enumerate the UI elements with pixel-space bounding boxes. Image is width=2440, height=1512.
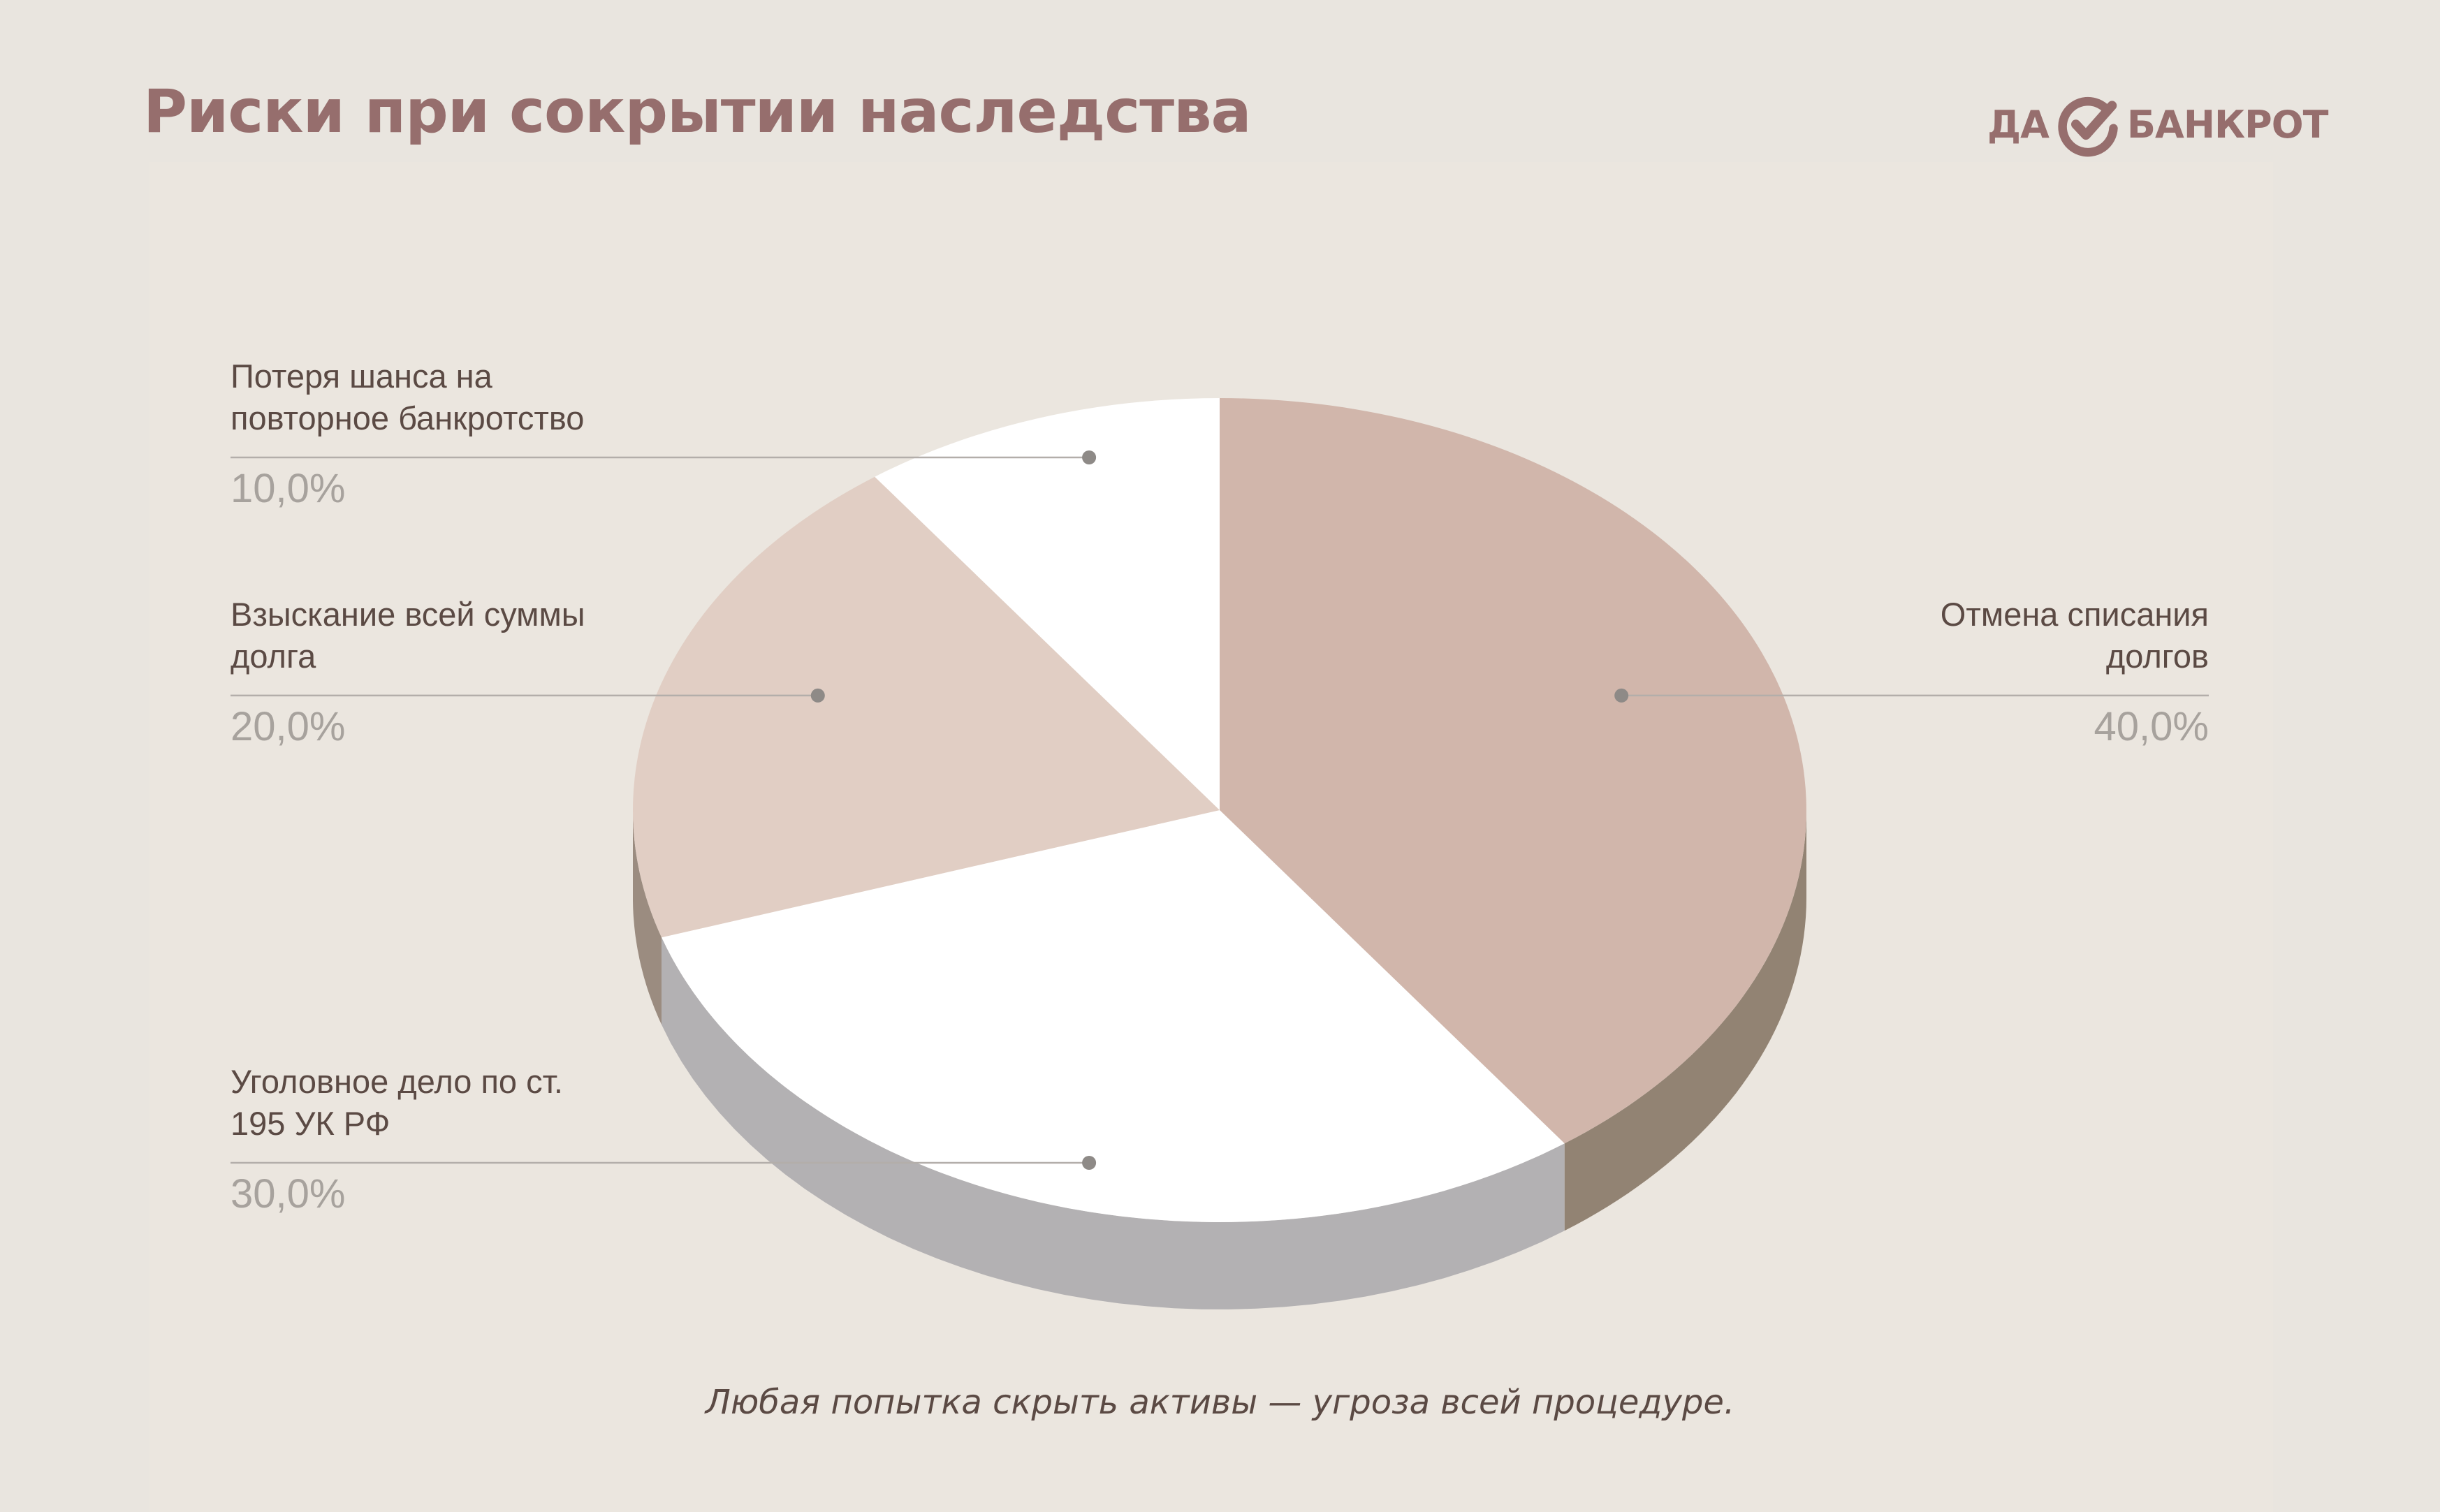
- pie-slice-side-3: [633, 810, 662, 1025]
- pie-slice-side-1: [1564, 810, 1806, 1231]
- slice-label-3: Взыскание всей суммы долга 20,0%: [231, 594, 719, 750]
- leader-dot-3: [810, 688, 825, 703]
- slice-label-name: Взыскание всей суммы долга: [231, 594, 719, 677]
- pie-slice-1: [1220, 398, 1806, 1144]
- slice-value-label: 30,0%: [231, 1171, 346, 1217]
- page-title: Риски при сокрытии наследства: [143, 77, 1252, 147]
- leader-dot-1: [1614, 688, 1629, 703]
- slice-label-name: Потеря шанса на повторное банкротство: [231, 355, 719, 439]
- slice-label-1: Отмена списания долгов 40,0%: [1720, 594, 2209, 750]
- slice-label-line: Потеря шанса на: [231, 357, 492, 395]
- slice-value-label: 10,0%: [231, 465, 346, 511]
- pie-slice-4: [875, 398, 1220, 810]
- slice-label-line: Уголовное дело по ст.: [231, 1063, 563, 1100]
- slice-label-name: Уголовное дело по ст. 195 УК РФ: [231, 1061, 719, 1145]
- leader-dot-2: [1082, 1156, 1097, 1170]
- slice-label-2: Уголовное дело по ст. 195 УК РФ 30,0%: [231, 1061, 719, 1217]
- check-circle-icon: [2058, 96, 2118, 157]
- footnote: Любая попытка скрыть активы — угроза все…: [705, 1383, 1735, 1422]
- slice-label-line: 195 УК РФ: [231, 1105, 390, 1142]
- pie-slice-2: [662, 810, 1565, 1222]
- slice-label-line: Отмена списания: [1940, 595, 2209, 633]
- slice-label-line: Взыскание всей суммы: [231, 595, 585, 633]
- pie-slice-3: [633, 476, 1220, 938]
- slice-label-4: Потеря шанса на повторное банкротство 10,0…: [231, 355, 719, 512]
- slice-label-line: долгов: [2105, 637, 2209, 675]
- slice-label-line: долга: [231, 637, 316, 675]
- slice-value-label: 40,0%: [2094, 703, 2209, 749]
- slice-label-name: Отмена списания долгов: [1720, 594, 2209, 677]
- slice-value-label: 20,0%: [231, 703, 346, 749]
- brand-logo: ДА БАНКРОТ: [1987, 89, 2328, 159]
- pie-slice-side-2: [662, 937, 1565, 1309]
- slice-label-line: повторное банкротство: [231, 399, 585, 436]
- logo-text-right: БАНКРОТ: [2126, 102, 2329, 147]
- leader-dot-4: [1082, 450, 1097, 464]
- logo-text-left: ДА: [1987, 102, 2050, 147]
